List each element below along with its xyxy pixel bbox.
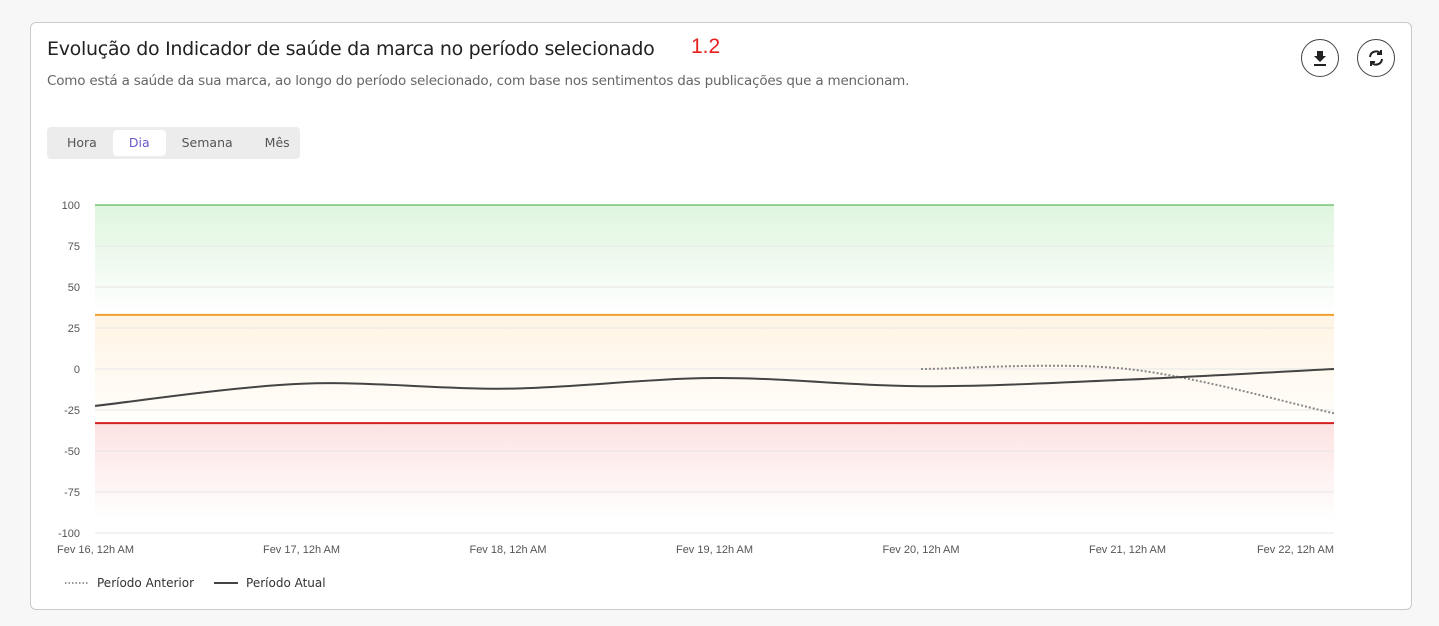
- legend-label: Período Atual: [246, 576, 326, 590]
- positive-zone: [95, 205, 1334, 315]
- y-tick-label: 25: [68, 323, 80, 335]
- y-tick-label: -100: [58, 528, 80, 540]
- legend-periodo-atual[interactable]: Período Atual: [214, 576, 326, 590]
- legend-label: Período Anterior: [97, 576, 195, 590]
- y-tick-label: 0: [74, 364, 80, 376]
- download-icon: [1314, 51, 1326, 66]
- y-tick-label: -25: [64, 405, 80, 417]
- x-tick-label: Fev 21, 12h AM: [1089, 544, 1166, 556]
- solid-line-swatch: [214, 582, 239, 584]
- tab-dia[interactable]: Dia: [112, 130, 166, 156]
- tab-semana[interactable]: Semana: [181, 135, 233, 150]
- x-tick-label: Fev 18, 12h AM: [469, 544, 546, 556]
- y-tick-label: 50: [68, 282, 80, 294]
- chart-title: Evolução do Indicador de saúde da marca …: [47, 38, 655, 60]
- tab-hora[interactable]: Hora: [67, 135, 97, 150]
- x-tick-label: Fev 17, 12h AM: [263, 544, 340, 556]
- refresh-button[interactable]: [1357, 39, 1395, 77]
- y-tick-label: 75: [68, 241, 80, 253]
- negative-zone: [95, 423, 1334, 519]
- granularity-tabs: Hora Dia Semana Mês: [47, 127, 300, 159]
- y-tick-label: -50: [64, 446, 80, 458]
- series-periodo-atual: [94, 368, 1335, 407]
- chart-subtitle: Como está a saúde da sua marca, ao longo…: [47, 73, 910, 89]
- x-tick-label: Fev 16, 12h AM: [57, 544, 134, 556]
- y-tick-label: 100: [62, 200, 80, 212]
- y-tick-label: -75: [64, 487, 80, 499]
- x-tick-label: Fev 20, 12h AM: [882, 544, 959, 556]
- download-button[interactable]: [1301, 39, 1339, 77]
- chart-legend: Período Anterior Período Atual: [65, 576, 326, 590]
- legend-periodo-anterior[interactable]: Período Anterior: [65, 576, 194, 590]
- x-tick-label: Fev 22, 12h AM: [1257, 544, 1334, 556]
- x-tick-label: Fev 19, 12h AM: [676, 544, 753, 556]
- refresh-icon: [1369, 50, 1383, 66]
- dotted-line-swatch: [65, 582, 89, 584]
- series-periodo-anterior: [920, 364, 1335, 415]
- version-label: 1.2: [691, 35, 721, 58]
- tab-mes[interactable]: Mês: [264, 135, 290, 150]
